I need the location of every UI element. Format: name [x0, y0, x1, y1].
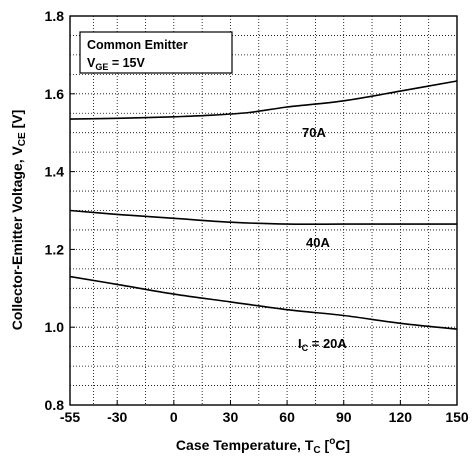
legend-frame	[79, 31, 233, 74]
series-line	[69, 209, 457, 226]
x-tick-label: 150	[445, 409, 469, 425]
x-tick-label: 120	[389, 409, 413, 425]
x-tick-label: 30	[223, 409, 239, 425]
x-tick-labels: -55 -30 0 30 60 90 120 150	[60, 409, 469, 425]
y-tick-label: 1.4	[45, 164, 65, 180]
plot-frame	[69, 15, 458, 406]
series-label: 70A	[302, 125, 326, 140]
x-tick-label: 60	[279, 409, 295, 425]
legend-line-2: VGE = 15V	[87, 56, 146, 72]
series-line	[69, 80, 458, 120]
y-tick-label: 1.8	[45, 8, 65, 24]
legend-line-1: Common Emitter	[87, 38, 188, 52]
x-tick-label: 0	[170, 409, 178, 425]
series-line	[69, 275, 458, 330]
y-tick-label: 1.0	[45, 319, 65, 335]
series-label: 40A	[306, 235, 330, 250]
x-tick-label: -30	[107, 409, 127, 425]
x-tick-label: 90	[336, 409, 352, 425]
y-tick-label: 1.6	[45, 86, 65, 102]
tick-marks	[69, 15, 458, 406]
y-axis-label: Collector-Emitter Voltage, VCE [V]	[9, 110, 28, 331]
x-axis-label: Case Temperature, TC [oC]	[176, 436, 350, 456]
y-tick-label: 0.8	[45, 397, 65, 413]
grid	[70, 16, 457, 405]
y-tick-label: 1.2	[45, 241, 65, 257]
y-tick-labels: 0.8 1.0 1.2 1.4 1.6 1.8	[45, 8, 65, 413]
x-tick-label: -55	[60, 409, 80, 425]
series-labels: 70A 40A IC = 20A	[298, 125, 347, 353]
series-label: IC = 20A	[298, 336, 347, 353]
legend-box: Common Emitter VGE = 15V	[79, 31, 233, 74]
series-lines	[69, 80, 458, 330]
